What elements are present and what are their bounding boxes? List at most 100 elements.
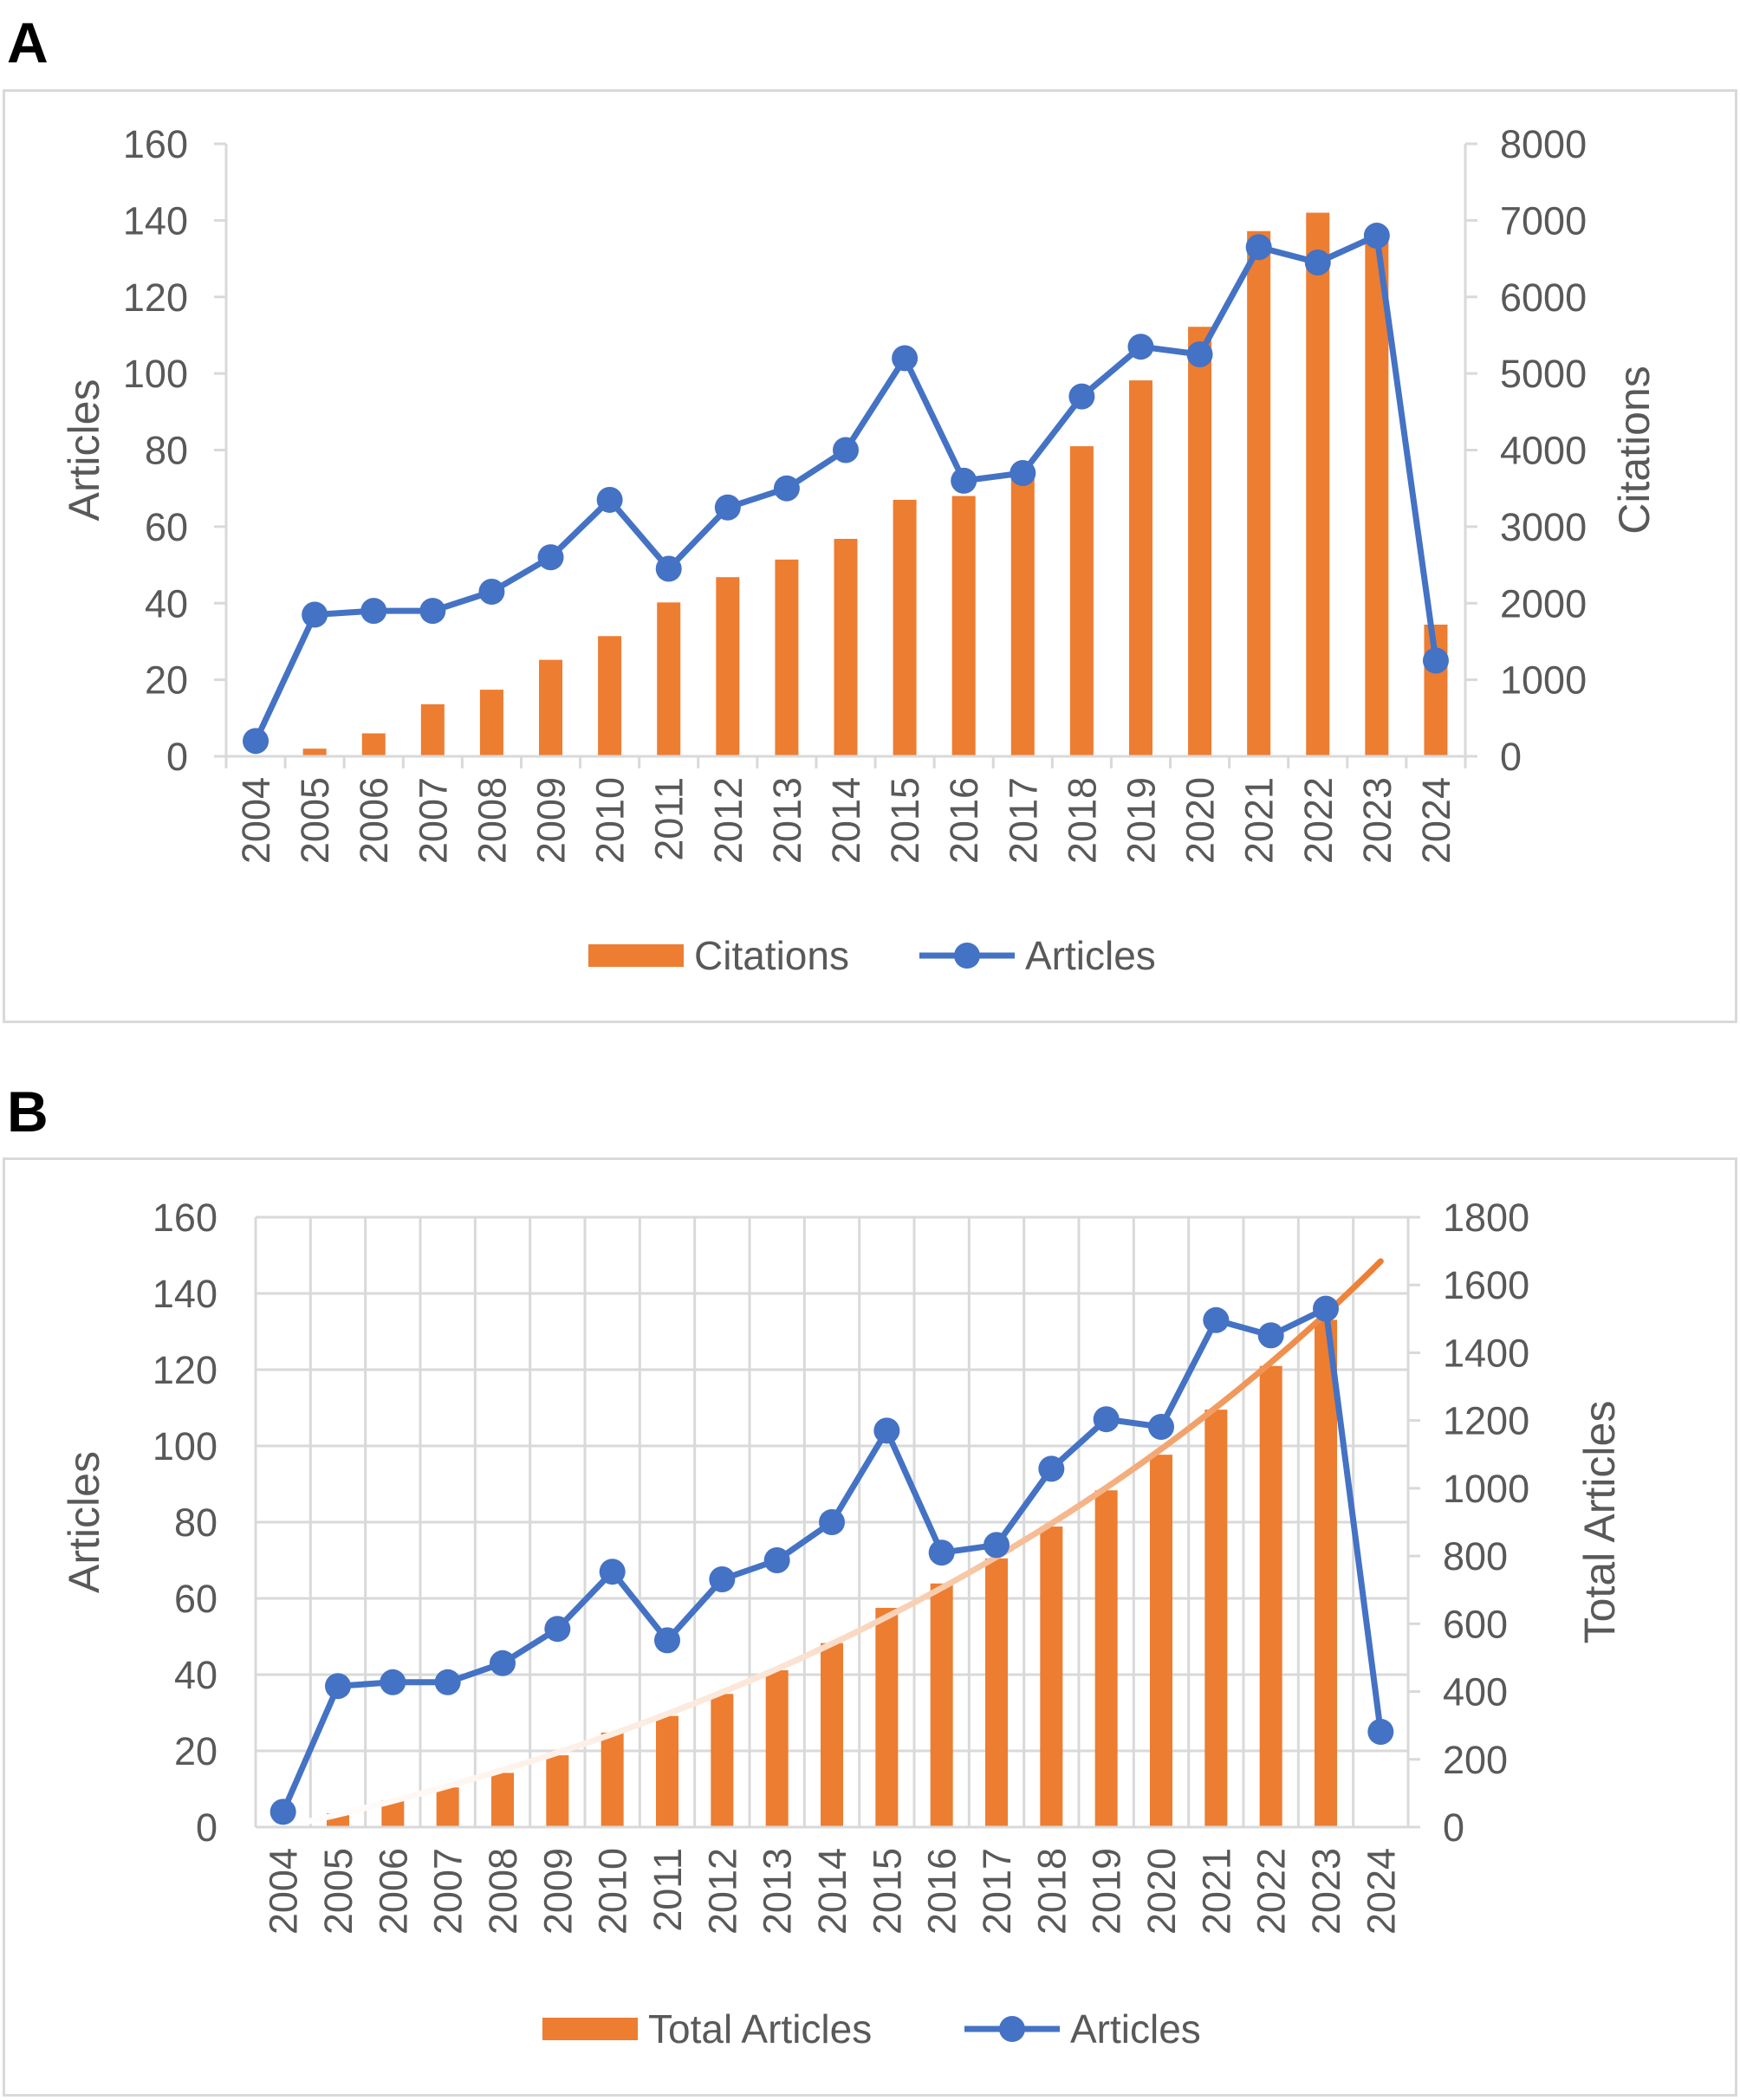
x-tick-label: 2008 [481,1848,525,1935]
articles-point-2024 [1422,647,1449,674]
y2-tick-label: 4000 [1500,429,1587,473]
x-tick-label: 2012 [706,777,750,864]
articles-point-2007 [434,1669,461,1695]
y-tick-label: 20 [174,1729,218,1773]
chart-frame-a: 0 20 40 60 80 100 120 140 160 0 1000 2000 3000 4000 5… [3,89,1737,1023]
articles-point-2011 [655,555,682,582]
x-tick-label: 2019 [1119,777,1163,864]
legend: Citations Articles [588,933,1156,978]
y2-tick-label: 7000 [1500,198,1587,243]
y2-tick-label: 6000 [1500,275,1587,320]
articles-point-2004 [269,1799,296,1825]
legend: Total Articles Articles [542,2006,1201,2051]
articles-point-2017 [1010,460,1036,487]
x-tick-label: 2016 [920,1848,964,1935]
y-tick-label: 0 [196,1805,218,1850]
articles-point-2010 [599,1559,626,1585]
x-tick-label: 2017 [975,1848,1019,1935]
legend-line-marker [954,943,980,969]
y2-axis-label: Citations [1610,366,1659,535]
y-tick-label: 60 [174,1577,218,1621]
bar-2008 [491,1773,514,1827]
x-tick-label: 2016 [942,777,986,864]
x-tick-label: 2006 [352,777,396,864]
articles-point-2017 [984,1532,1010,1559]
articles-point-2012 [709,1566,736,1592]
x-tick-label: 2022 [1250,1848,1294,1935]
bar-2023 [1315,1319,1337,1827]
y-tick-label: 80 [145,429,188,473]
x-tick-label: 2010 [591,1848,635,1935]
x-tick-label: 2005 [316,1848,360,1935]
articles-point-2018 [1068,383,1095,410]
x-tick-label: 2005 [293,777,337,864]
bar-2022 [1259,1365,1282,1827]
articles-point-2021 [1203,1306,1230,1333]
y-tick-label: 60 [145,505,188,549]
bar-2017 [985,1558,1008,1827]
articles-point-2020 [1148,1414,1174,1440]
bar-2015 [875,1607,899,1827]
bar-2020 [1188,327,1212,756]
y-tick-label: 160 [123,122,188,166]
bar-2009 [546,1755,569,1827]
articles-point-2012 [714,494,741,521]
chart-a: 0 20 40 60 80 100 120 140 160 0 1000 2000 3000 4000 5… [60,122,1659,978]
bar-2013 [765,1669,789,1827]
y2-tick-label: 600 [1443,1602,1508,1646]
y-tick-label: 40 [145,581,188,625]
y2-tick-label: 0 [1500,735,1522,779]
y-tick-label: 120 [153,1348,218,1392]
x-tick-label: 2018 [1029,1848,1074,1935]
y-tick-label: 40 [174,1653,218,1697]
articles-point-2015 [873,1417,900,1444]
bar-2021 [1247,230,1271,756]
legend-line-label: Articles [1025,933,1156,978]
y2-tick-label: 8000 [1500,122,1587,166]
y2-tick-label: 1000 [1443,1467,1529,1511]
articles-point-2006 [380,1669,406,1695]
legend-bar-swatch [542,2018,638,2040]
articles-point-2022 [1304,249,1331,275]
bar-2012 [711,1694,734,1827]
y-tick-label: 0 [166,735,188,779]
bar-2007 [436,1787,459,1827]
y-axis-label: Articles [60,379,108,522]
articles-point-2016 [928,1539,955,1566]
bar-2023 [1365,231,1389,757]
y2-tick-label: 1200 [1443,1399,1529,1443]
x-tick-label: 2011 [646,1848,690,1932]
articles-point-2010 [596,486,623,513]
x-tick-label: 2019 [1085,1848,1129,1935]
articles-point-2008 [490,1650,516,1676]
bar-2010 [601,1732,624,1827]
articles-point-2005 [302,601,328,628]
articles-point-2019 [1093,1406,1120,1433]
y2-tick-label: 3000 [1500,505,1587,549]
bar-2014 [834,539,858,756]
bar-2018 [1040,1526,1063,1827]
legend-bar-label: Total Articles [648,2006,872,2051]
articles-point-2006 [360,598,387,625]
y2-tick-label: 0 [1443,1805,1464,1850]
articles-point-2015 [892,345,919,372]
x-tick-label: 2014 [824,777,868,864]
x-tick-label: 2009 [536,1848,580,1935]
x-tick-label: 2023 [1304,1848,1348,1935]
articles-point-2008 [478,578,505,605]
bar-2005 [302,749,327,756]
x-tick-label: 2014 [810,1848,854,1935]
panel-label-a: A [7,10,49,75]
bar-2011 [657,602,681,756]
y2-tick-label: 2000 [1500,581,1587,625]
bar-2019 [1094,1490,1118,1827]
bar-2013 [775,559,799,756]
y2-tick-label: 5000 [1500,352,1587,396]
bar-2011 [656,1715,678,1827]
articles-point-2009 [544,1616,571,1643]
x-tick-label: 2004 [262,1848,306,1935]
x-tick-label: 2018 [1060,777,1104,864]
x-tick-label: 2021 [1194,1848,1238,1935]
articles-point-2013 [773,475,800,502]
articles-point-2007 [419,598,446,625]
